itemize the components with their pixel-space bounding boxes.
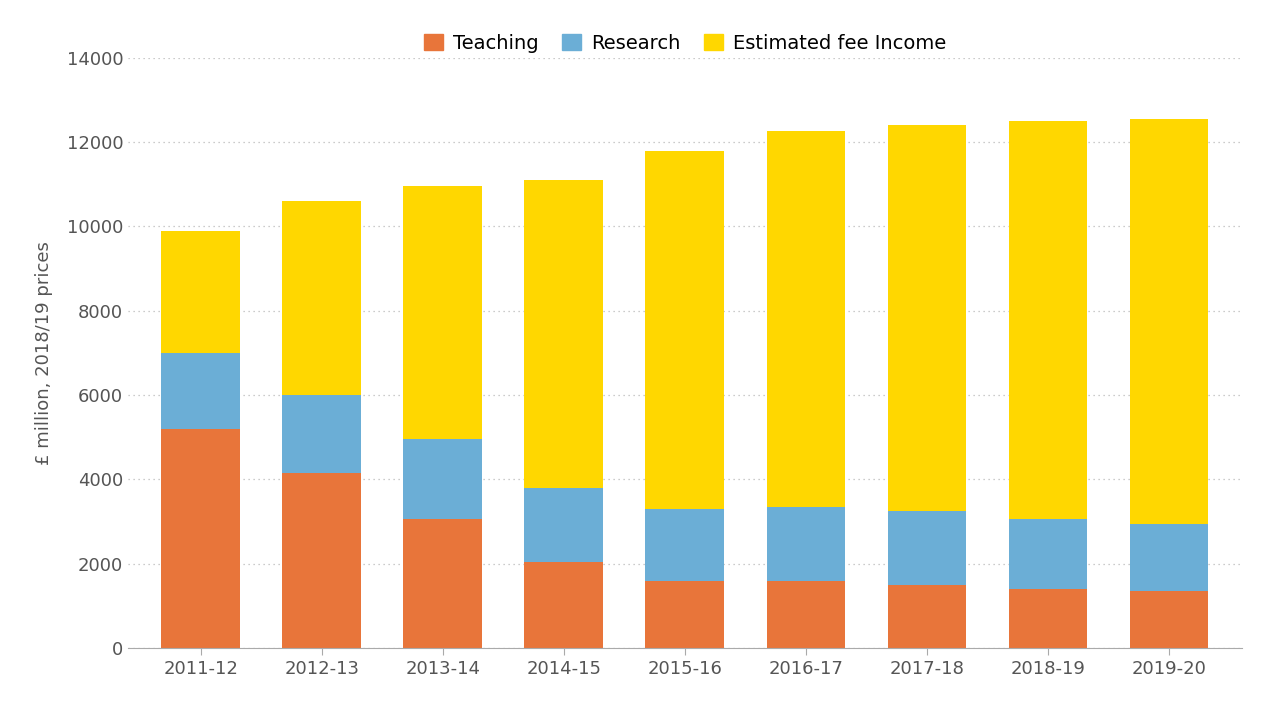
Bar [403,439,483,519]
Bar [403,186,483,439]
Bar [887,125,966,511]
Bar [887,511,966,585]
Bar [767,507,845,580]
Bar [283,395,361,473]
Bar [645,580,724,648]
Bar [525,180,603,487]
Bar [525,487,603,562]
Bar [161,230,239,353]
Bar [525,562,603,648]
Bar [161,353,239,428]
Bar [161,428,239,648]
Bar [887,585,966,648]
Bar [1009,121,1087,519]
Bar [1009,519,1087,589]
Bar [767,131,845,507]
Bar [1009,589,1087,648]
Legend: Teaching, Research, Estimated fee Income: Teaching, Research, Estimated fee Income [416,26,954,60]
Bar [767,580,845,648]
Bar [645,509,724,580]
Bar [283,201,361,395]
Y-axis label: £ million, 2018/19 prices: £ million, 2018/19 prices [35,241,52,464]
Bar [283,473,361,648]
Bar [1130,591,1208,648]
Bar [645,151,724,509]
Bar [1130,119,1208,523]
Bar [1130,523,1208,591]
Bar [403,519,483,648]
